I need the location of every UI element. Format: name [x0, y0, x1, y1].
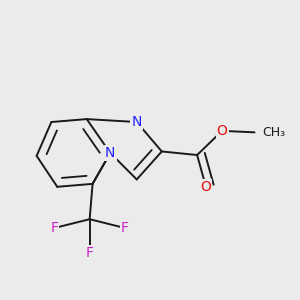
Text: F: F — [121, 221, 129, 235]
Text: N: N — [105, 146, 116, 160]
Text: N: N — [132, 115, 142, 129]
Text: F: F — [50, 221, 58, 235]
Text: F: F — [85, 246, 94, 260]
Text: O: O — [200, 180, 211, 194]
Text: CH₃: CH₃ — [262, 126, 285, 139]
Text: O: O — [217, 124, 228, 138]
